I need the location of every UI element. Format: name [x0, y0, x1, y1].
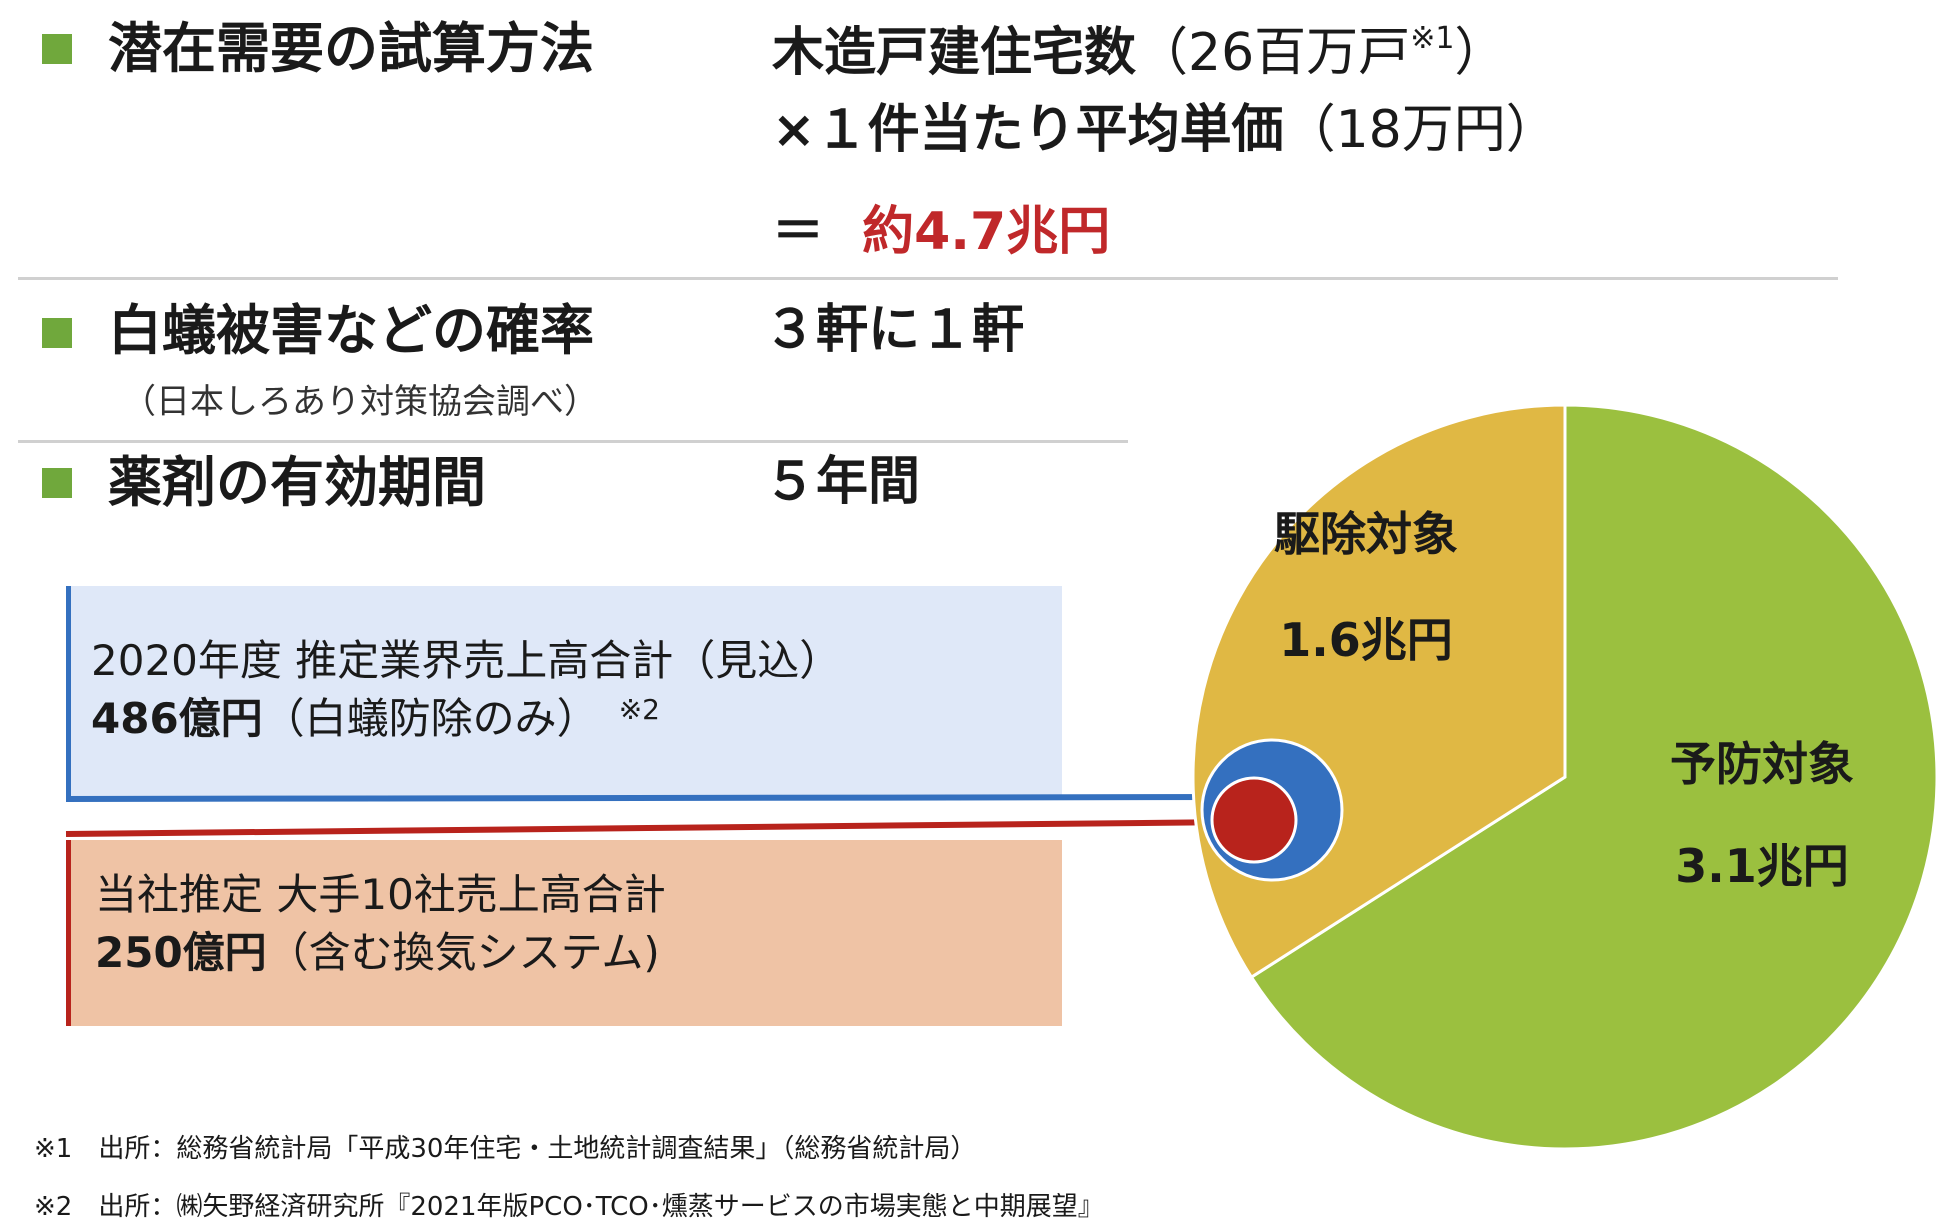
footnote-1: ※1 出所：総務省統計局「平成30年住宅・土地統計調査結果」（総務省統計局）	[34, 1134, 977, 1164]
industry-sales-amount: 486億円	[91, 694, 263, 743]
industry-sales-title: 2020年度 推定業界売上高合計（見込）	[91, 636, 842, 685]
section2-heading: 白蟻被害などの確率	[108, 299, 594, 362]
industry-sales-detail: （白蟻防除のみ）	[262, 694, 599, 743]
result-value: 約4.7兆円	[862, 202, 1111, 262]
divider-1	[18, 277, 1838, 280]
formula-line1: 木造戸建住宅数（26百万戸※1）	[772, 21, 1506, 80]
result-line: ＝ 約4.7兆円	[772, 206, 1110, 258]
pie-slice-prevention	[1249, 403, 1939, 1151]
section3-bullet	[42, 468, 72, 498]
section1-bullet	[42, 34, 72, 64]
slice-label-prevention: 予防対象	[1670, 737, 1854, 791]
section1-heading: 潜在需要の試算方法	[108, 17, 594, 80]
red-connector-line	[65, 819, 1237, 837]
formula-line2-main: ×１件当たり平均単価	[772, 100, 1284, 160]
formula-line2-paren: （18万円）	[1283, 100, 1558, 160]
industry-sales-amount-line: 486億円（白蟻防除のみ） ※2	[91, 690, 660, 749]
blue-connector-line	[65, 794, 1231, 802]
result-equals: ＝	[772, 202, 825, 262]
divider-2	[18, 440, 1128, 443]
footnote-ref-2: ※2	[618, 693, 660, 726]
company-sales-amount-line: 250億円（含む換気システム)	[95, 924, 660, 983]
company-sales-amount: 250億円	[95, 928, 267, 977]
company-sales-circle	[1210, 776, 1298, 864]
section3-value: ５年間	[764, 452, 921, 512]
slice-label-extermination: 駆除対象	[1274, 507, 1458, 561]
formula-line1-main: 木造戸建住宅数	[772, 23, 1137, 83]
industry-sales-box: 2020年度 推定業界売上高合計（見込） 486億円（白蟻防除のみ） ※2	[66, 586, 1062, 798]
section2-value: ３軒に１軒	[764, 300, 1025, 360]
footnote-2: ※2 出所：㈱矢野経済研究所『2021年版PCO･TCO･燻蒸サービスの市場実態…	[34, 1192, 1104, 1222]
footnote-ref-1: ※1	[1410, 21, 1455, 56]
formula-line1-paren: （26百万戸	[1136, 23, 1411, 83]
section2-bullet	[42, 318, 72, 348]
company-sales-box: 当社推定 大手10社売上高合計 250億円（含む換気システム)	[66, 840, 1062, 1026]
section2-source: （日本しろあり対策協会調べ）	[122, 382, 598, 422]
formula-line2: ×１件当たり平均単価（18万円）	[772, 104, 1558, 156]
company-sales-detail: （含む換気システム)	[266, 928, 660, 977]
formula-line1-close: ）	[1454, 23, 1507, 83]
slice-value-prevention: 3.1兆円	[1675, 839, 1849, 893]
section3-heading: 薬剤の有効期間	[108, 451, 486, 514]
company-sales-title: 当社推定 大手10社売上高合計	[95, 870, 666, 919]
slice-value-extermination: 1.6兆円	[1279, 613, 1453, 667]
